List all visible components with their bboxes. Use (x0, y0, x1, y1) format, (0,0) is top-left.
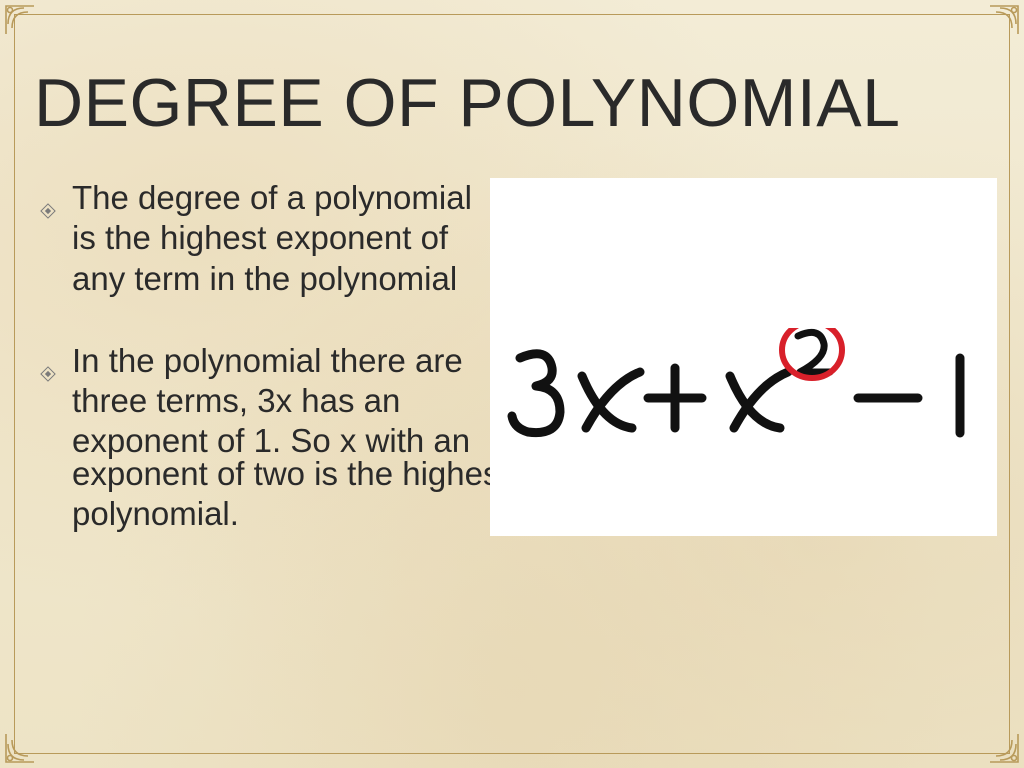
list-item: In the polynomial there are three terms,… (40, 341, 500, 534)
bullet-list: The degree of a polynomial is the highes… (40, 178, 500, 534)
diamond-bullet-icon (40, 188, 56, 204)
page-title: DEGREE OF POLYNOMIAL (34, 64, 1024, 142)
expression-image (490, 178, 997, 536)
slide-content: DEGREE OF POLYNOMIAL The degree of a pol… (0, 0, 1024, 768)
handwritten-expression-icon (490, 328, 997, 468)
diamond-bullet-icon (40, 351, 56, 367)
bullet-text: In the polynomial there are three terms,… (72, 342, 470, 460)
list-item: The degree of a polynomial is the highes… (40, 178, 500, 299)
bullet-text: The degree of a polynomial is the highes… (72, 179, 472, 297)
